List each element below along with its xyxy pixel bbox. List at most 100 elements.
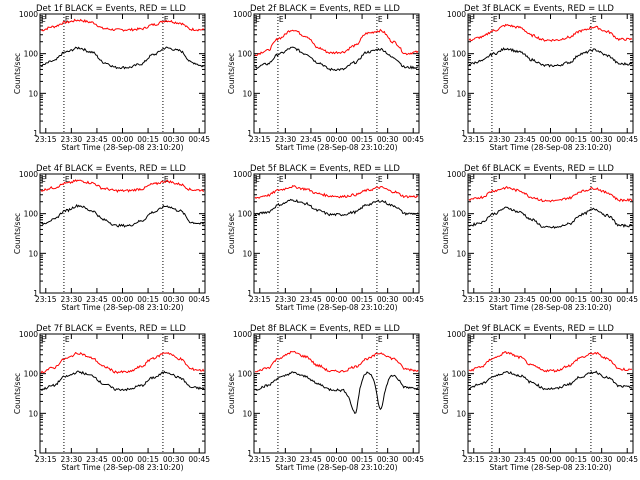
panel-det-9f: Det 9f BLACK = Events, RED = LLD 1 10 100 10… (441, 324, 638, 472)
y-tick-label: 1 (461, 449, 466, 458)
panel-title: Det 2f BLACK = Events, RED = LLD (250, 4, 400, 14)
x-axis-label: Start Time (28-Sep-08 23:10:20) (276, 463, 398, 472)
plot-frame (467, 173, 634, 294)
event-marker-label: E (164, 335, 169, 344)
x-tick-label: 00:45 (402, 295, 424, 304)
event-rate-line (468, 370, 633, 391)
x-axis-label: Start Time (28-Sep-08 23:10:20) (490, 303, 612, 312)
event-marker-label: E (469, 15, 474, 24)
plot-frame (467, 333, 634, 454)
y-axis-label: Counts/sec (13, 53, 22, 94)
y-tick-label: 10 (242, 409, 252, 418)
x-axis-label: Start Time (28-Sep-08 23:10:20) (276, 303, 398, 312)
event-marker-label: E (255, 335, 260, 344)
event-rate-line (40, 46, 205, 70)
y-tick-label: 100 (24, 370, 39, 379)
plot-frame (253, 13, 420, 134)
panel-det-7f: Det 7f BLACK = Events, RED = LLD 1 10 100 10… (13, 324, 210, 472)
x-tick-label: 00:15 (137, 295, 159, 304)
x-tick-label: 00:00 (326, 295, 348, 304)
x-tick-label: 23:30 (489, 295, 511, 304)
panel-det-3f: Det 3f BLACK = Events, RED = LLD 1 10 100 10… (441, 4, 638, 152)
event-marker-label: E (164, 175, 169, 184)
lld-rate-line (468, 23, 633, 42)
x-tick-label: 00:30 (377, 295, 399, 304)
lld-rate-line (40, 179, 205, 193)
y-tick-label: 1 (247, 289, 252, 298)
event-marker-label: E (592, 15, 597, 24)
x-tick-label: 00:30 (163, 135, 185, 144)
x-tick-label: 00:00 (326, 455, 348, 464)
x-tick-label: 00:45 (616, 135, 638, 144)
panel-title: Det 9f BLACK = Events, RED = LLD (464, 324, 614, 334)
y-tick-label: 1000 (233, 170, 252, 179)
event-marker-label: E (41, 15, 46, 24)
x-tick-label: 23:45 (86, 295, 108, 304)
panel-title: Det 5f BLACK = Events, RED = LLD (250, 164, 400, 174)
y-tick-label: 1000 (447, 170, 466, 179)
x-tick-label: 23:30 (489, 135, 511, 144)
x-tick-label: 00:15 (351, 295, 373, 304)
x-axis-label: Start Time (28-Sep-08 23:10:20) (490, 143, 612, 152)
panel-det-1f: Det 1f BLACK = Events, RED = LLD 1 10 100 10… (13, 4, 210, 152)
event-marker-label: E (41, 175, 46, 184)
event-marker-label: E (378, 15, 383, 24)
event-marker-label: E (279, 335, 284, 344)
x-tick-label: 23:30 (61, 455, 83, 464)
x-tick-label: 00:15 (137, 455, 159, 464)
lld-rate-line (468, 185, 633, 203)
event-rate-line (469, 47, 633, 68)
x-tick-label: 00:15 (565, 135, 587, 144)
event-marker-label: E (279, 175, 284, 184)
y-tick-label: 1 (33, 449, 38, 458)
x-tick-label: 00:15 (351, 455, 373, 464)
x-tick-label: 00:00 (540, 455, 562, 464)
x-tick-label: 00:00 (540, 295, 562, 304)
x-tick-label: 00:30 (163, 455, 185, 464)
event-marker-label: E (65, 15, 70, 24)
y-tick-label: 100 (24, 210, 39, 219)
x-tick-label: 00:00 (112, 455, 134, 464)
panel-title: Det 7f BLACK = Events, RED = LLD (36, 324, 186, 334)
x-tick-label: 23:15 (463, 455, 485, 464)
y-tick-label: 100 (238, 370, 253, 379)
x-tick-label: 00:15 (565, 455, 587, 464)
x-tick-label: 00:15 (565, 295, 587, 304)
x-tick-label: 23:45 (300, 135, 322, 144)
event-marker-label: E (469, 335, 474, 344)
x-tick-label: 23:30 (489, 455, 511, 464)
event-rate-line (254, 198, 419, 217)
plot-frame (39, 173, 206, 294)
x-tick-label: 00:00 (540, 135, 562, 144)
x-tick-label: 00:15 (351, 135, 373, 144)
x-tick-label: 23:15 (35, 455, 57, 464)
event-marker-label: E (592, 175, 597, 184)
x-tick-label: 23:30 (61, 295, 83, 304)
x-axis-label: Start Time (28-Sep-08 23:10:20) (490, 463, 612, 472)
lld-rate-line (254, 350, 419, 373)
y-axis-label: Counts/sec (441, 213, 450, 254)
x-tick-label: 23:15 (249, 295, 271, 304)
event-marker-label: E (255, 175, 260, 184)
panel-det-5f: Det 5f BLACK = Events, RED = LLD 1 10 100 10… (227, 164, 424, 312)
x-tick-label: 00:30 (591, 135, 613, 144)
y-axis-label: Counts/sec (13, 213, 22, 254)
x-tick-label: 00:45 (188, 295, 210, 304)
y-axis-label: Counts/sec (13, 373, 22, 414)
y-tick-label: 1 (461, 129, 466, 138)
x-tick-label: 23:45 (514, 295, 536, 304)
x-tick-label: 23:15 (35, 295, 57, 304)
panel-title: Det 3f BLACK = Events, RED = LLD (464, 4, 614, 14)
x-tick-label: 23:45 (86, 455, 108, 464)
y-axis-label: Counts/sec (227, 373, 236, 414)
y-tick-label: 1 (33, 129, 38, 138)
x-tick-label: 00:45 (402, 455, 424, 464)
x-axis-label: Start Time (28-Sep-08 23:10:20) (62, 143, 184, 152)
event-marker-label: E (469, 175, 474, 184)
y-tick-label: 100 (452, 370, 467, 379)
plot-frame (253, 173, 420, 294)
x-tick-label: 23:45 (300, 455, 322, 464)
event-marker-label: E (592, 335, 597, 344)
y-tick-label: 1000 (19, 170, 38, 179)
